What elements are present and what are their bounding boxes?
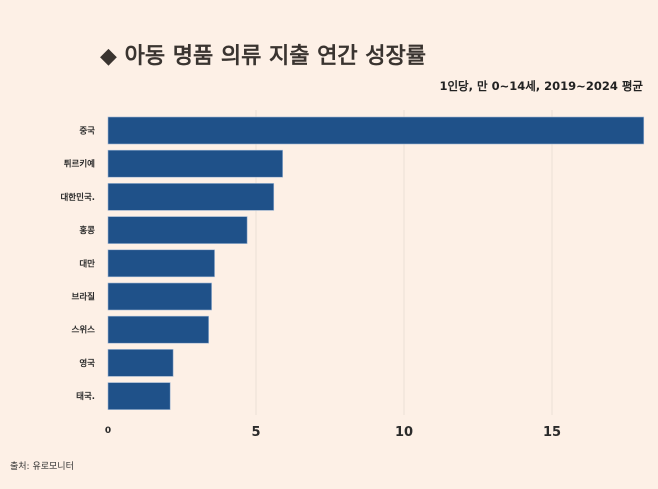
- y-category-label: 영국: [79, 358, 95, 369]
- chart-title: ◆ 아동 명품 의류 지출 연간 성장률: [100, 44, 426, 69]
- bar-4: [107, 249, 215, 278]
- x-tick-label: 5: [251, 425, 260, 440]
- bar-2: [107, 183, 275, 211]
- y-category-label: 중국: [79, 127, 95, 137]
- y-category-label: 브라질: [72, 292, 96, 303]
- bar-6: [107, 315, 209, 344]
- y-category-label: 튀르키예: [64, 159, 95, 170]
- x-tick-label: 0: [105, 426, 111, 436]
- bar-1: [107, 149, 283, 178]
- bar-5: [107, 282, 212, 311]
- y-category-label: 태국.: [76, 391, 95, 402]
- x-tick-label: 15: [543, 425, 561, 440]
- bar-7: [107, 349, 174, 377]
- bar-0: [107, 116, 645, 145]
- y-category-label: 스위스: [72, 325, 96, 336]
- y-category-label: 홍콩: [79, 225, 95, 236]
- chart-subtitle: 1인당, 만 0~14세, 2019~2024 평균: [439, 79, 643, 93]
- bar-3: [107, 216, 248, 244]
- x-tick-label: 10: [395, 425, 413, 440]
- y-category-label: 대한민국.: [60, 192, 95, 203]
- y-category-label: 대만: [79, 258, 95, 269]
- source-note: 출처: 유로모니터: [10, 460, 74, 472]
- bar-8: [107, 382, 171, 410]
